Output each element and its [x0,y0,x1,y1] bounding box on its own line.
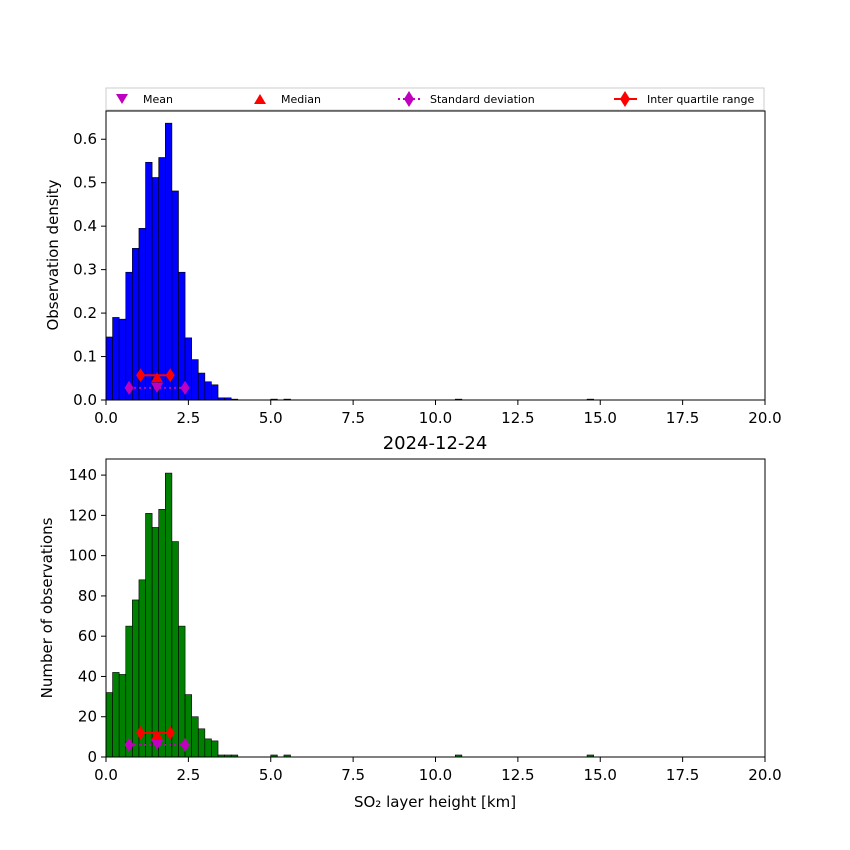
legend-std-label: Standard deviation [430,93,535,106]
y-tick-label: 140 [68,466,97,484]
legend-median-label: Median [281,93,321,106]
histogram-bar [211,384,219,401]
x-tick-label: 17.5 [666,766,699,784]
bottom-y-axis-label: Number of observations [38,517,56,698]
legend-iqr-label: Inter quartile range [647,93,754,106]
histogram-bar [151,177,160,401]
x-tick-label: 20.0 [748,766,781,784]
std-low-marker [124,737,134,752]
x-tick-label: 10.0 [419,409,452,427]
mean-marker [151,382,164,393]
x-tick-label: 5.0 [259,409,283,427]
histogram-bar [158,157,166,401]
y-tick-label: 0.5 [73,174,97,192]
x-tick-label: 15.0 [584,409,617,427]
bottom-x-axis-label: SO₂ layer height [km] [354,793,516,811]
histogram-bar [112,672,120,758]
std-low-marker [124,380,134,395]
histogram-bar [171,541,179,758]
histogram-bar [204,381,212,401]
x-tick-label: 17.5 [666,409,699,427]
median-marker [151,372,164,383]
y-tick-label: 0.3 [73,261,97,279]
histogram-bar [151,527,160,758]
x-tick-label: 0.0 [94,409,118,427]
histogram-bar [145,161,153,401]
x-tick-label: 15.0 [584,766,617,784]
histogram-bar [145,513,153,758]
histogram-bar [204,738,212,758]
histogram-bar [165,472,173,758]
y-tick-label: 0.0 [73,391,97,409]
x-tick-label: 10.0 [419,766,452,784]
legend-median: Median [254,93,321,106]
plot-frame [105,110,766,401]
histogram-bar [178,271,186,401]
mean-marker [151,739,164,750]
y-tick-label: 0.6 [73,130,97,148]
y-tick-label: 40 [78,667,97,685]
std-high-marker [180,380,190,395]
iqr-diamond-icon [620,91,630,107]
histogram-bar [171,190,179,401]
iqr-q1-marker [136,368,146,383]
histogram-bar [165,122,173,401]
x-tick-label: 2.5 [176,409,200,427]
histogram-bar [125,625,133,758]
histogram-bar [105,336,113,401]
y-tick-label: 0.4 [73,217,97,235]
legend-std: Standard deviation [398,91,535,107]
histogram-bar [211,740,219,758]
y-tick-label: 20 [78,708,97,726]
y-tick-label: 100 [68,547,97,565]
y-tick-label: 60 [78,627,97,645]
histogram-bar [191,359,199,401]
iqr-q1-marker [136,725,146,740]
median-marker [151,729,164,740]
x-tick-label: 12.5 [501,409,534,427]
median-marker-icon [254,94,266,104]
std-diamond-icon [404,91,414,107]
std-high-marker [180,737,190,752]
y-tick-label: 80 [78,587,97,605]
plot-frame [105,458,766,758]
count-histogram-panel: 0.0 2.5 5.0 7.5 10.0 12.5 15.0 17.5 20.0 0 20 40 60 8… [68,458,782,784]
legend-mean-label: Mean [143,93,173,106]
histogram-bar [158,509,166,758]
x-tick-label: 12.5 [501,766,534,784]
histogram-bar [191,716,199,758]
bottom-chart-title: 2024-12-24 [383,433,488,454]
x-tick-label: 0.0 [94,766,118,784]
iqr-q3-marker [165,725,175,740]
legend-frame [105,87,765,111]
top-y-axis-label: Observation density [44,179,62,330]
histogram-bar [112,317,120,401]
x-tick-label: 2.5 [176,766,200,784]
histogram-bar [197,372,206,401]
mean-marker-icon [116,94,128,104]
y-tick-label: 0.2 [73,304,97,322]
density-histogram-panel: 0.0 2.5 5.0 7.5 10.0 12.5 15.0 17.5 20.0 0.0 0.1 0.… [73,110,782,427]
histogram-bar [197,728,206,758]
x-tick-label: 5.0 [259,766,283,784]
legend-iqr: Inter quartile range [614,91,754,107]
iqr-q3-marker [165,368,175,383]
legend-mean: Mean [116,93,173,106]
y-tick-label: 0 [87,748,97,766]
x-tick-label: 7.5 [341,409,365,427]
x-tick-label: 7.5 [341,766,365,784]
legend: Mean Median Standard deviation Inter qua… [105,87,765,111]
x-tick-label: 20.0 [748,409,781,427]
histogram-bar [105,692,113,758]
y-tick-label: 120 [68,506,97,524]
y-tick-label: 0.1 [73,348,97,366]
histogram-bar [178,625,186,758]
